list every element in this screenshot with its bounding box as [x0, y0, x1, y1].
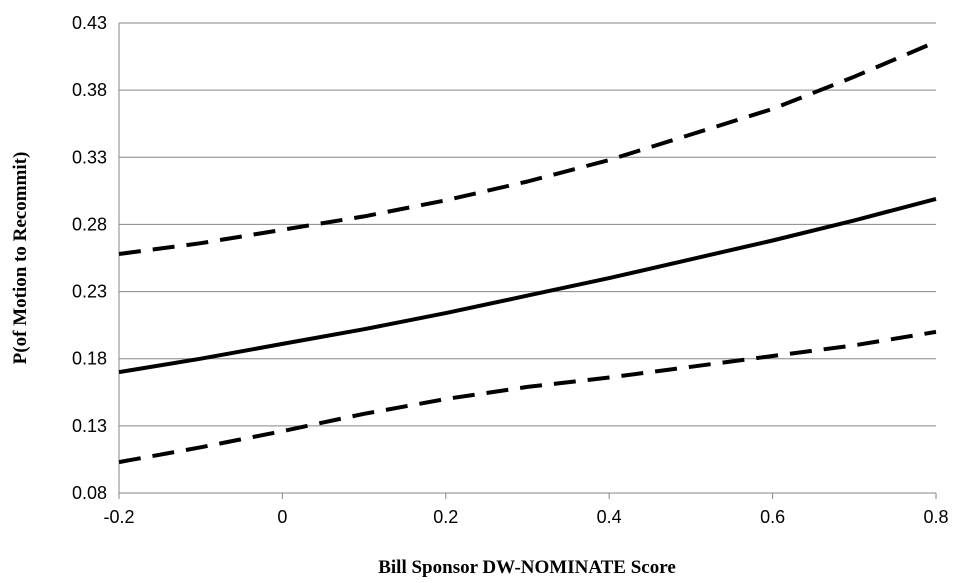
x-tick-label: 0.2: [433, 507, 458, 527]
dashed-series-line-0: [118, 39, 937, 256]
y-tick-label: 0.23: [72, 282, 107, 302]
y-tick-label: 0.38: [72, 80, 107, 100]
y-tick-label: 0.08: [72, 483, 107, 503]
x-tick-label: 0.8: [923, 507, 948, 527]
y-axis-title: P(of Motion to Recommit): [10, 152, 31, 365]
y-tick-label: 0.18: [72, 349, 107, 369]
x-tick-label: 0: [277, 507, 287, 527]
y-tick-label: 0.13: [72, 416, 107, 436]
x-tick-label: -0.2: [103, 507, 134, 527]
solid-series-line-1: [118, 196, 937, 375]
x-tick-label: 0.4: [597, 507, 622, 527]
tick-labels: 0.08 0.13 0.18 0.23 0.28 0.33 0.38 0.43 -0.2 0 0.2…: [72, 13, 949, 527]
x-axis-title: Bill Sponsor DW-NOMINATE Score: [378, 557, 676, 578]
y-tick-label: 0.43: [72, 13, 107, 33]
series-lines: [118, 39, 937, 465]
dashed-series-line-2: [118, 329, 937, 465]
axes: [118, 23, 937, 499]
y-tick-label: 0.33: [72, 147, 107, 167]
y-tick-label: 0.28: [72, 214, 107, 234]
gridlines: [119, 22, 936, 427]
x-tick-label: 0.6: [760, 507, 785, 527]
